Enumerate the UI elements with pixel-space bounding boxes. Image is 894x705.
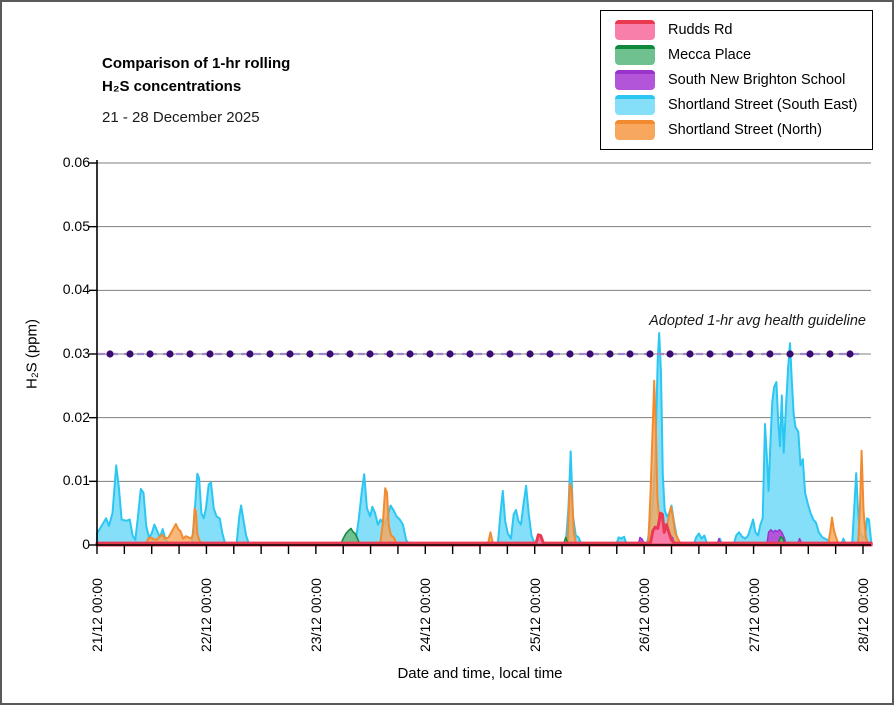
guideline-dot [106, 350, 114, 358]
x-tick-label: 25/12 00:00 [526, 578, 543, 652]
legend-label: Rudds Rd [668, 21, 733, 38]
guideline-dot [226, 350, 234, 358]
guideline-dot [326, 350, 334, 358]
guideline-dot [406, 350, 414, 358]
legend-label: South New Brighton School [668, 71, 846, 88]
legend-swatch [615, 19, 655, 40]
guideline-dot [366, 350, 374, 358]
guideline-dot [346, 350, 354, 358]
series-shortland-street-south-east- [96, 332, 873, 546]
guideline-dot [526, 350, 534, 358]
chart-subtitle: 21 - 28 December 2025 [102, 109, 260, 126]
guideline-dot [746, 350, 754, 358]
y-axis-label: H₂S (ppm) [23, 319, 41, 389]
guideline-dot [726, 350, 734, 358]
guideline-dot [566, 350, 574, 358]
legend-swatch [615, 94, 655, 115]
x-tick-label: 27/12 00:00 [745, 578, 762, 652]
guideline-dot [506, 350, 514, 358]
chart-title-line2: H₂S concentrations [102, 78, 242, 95]
guideline-dot [586, 350, 594, 358]
guideline-dot [766, 350, 774, 358]
legend-item: Shortland Street (South East) [601, 92, 872, 117]
legend-box: Rudds Rd Mecca Place South New Brighton Sc… [600, 10, 873, 150]
legend-swatch [615, 44, 655, 65]
chart-title-line1: Comparison of 1-hr rolling [102, 55, 291, 72]
legend-swatch [615, 69, 655, 90]
guideline-dot [126, 350, 134, 358]
legend-swatch [615, 119, 655, 140]
guideline-dot [826, 350, 834, 358]
y-tick-label: 0.02 [62, 408, 90, 425]
legend-swatch-line [615, 19, 655, 24]
guideline-dot [806, 350, 814, 358]
legend-label: Shortland Street (South East) [668, 96, 858, 113]
series-rudds-rd [95, 511, 873, 547]
guideline-dot [646, 350, 654, 358]
guideline-dot [286, 350, 294, 358]
guideline-dot [166, 350, 174, 358]
guideline-dot [706, 350, 714, 358]
series-shortland-street-north- [144, 379, 869, 546]
legend-label: Shortland Street (North) [668, 121, 822, 138]
x-tick-label: 23/12 00:00 [307, 578, 324, 652]
guideline-dot [426, 350, 434, 358]
guideline-dot [466, 350, 474, 358]
guideline-dot [206, 350, 214, 358]
guideline-dot [386, 350, 394, 358]
x-tick-label: 24/12 00:00 [417, 578, 434, 652]
y-tick-label: 0.04 [62, 281, 90, 298]
x-axis-title: Date and time, local time [397, 665, 563, 682]
legend-swatch-line [615, 44, 655, 49]
guideline-dot [606, 350, 614, 358]
guideline-dot [846, 350, 854, 358]
y-tick-label: 0.01 [62, 472, 90, 489]
guideline-annotation: Adopted 1-hr avg health guideline [649, 313, 866, 329]
legend-item: Shortland Street (North) [601, 117, 872, 142]
guideline-dot [546, 350, 554, 358]
y-tick-label: 0.06 [62, 154, 90, 170]
guideline-dot [786, 350, 794, 358]
legend-swatch-line [615, 69, 655, 74]
guideline-dot [446, 350, 454, 358]
x-tick-label: 22/12 00:00 [198, 578, 215, 652]
guideline-dot [486, 350, 494, 358]
legend-item: South New Brighton School [601, 67, 872, 92]
guideline-dot [246, 350, 254, 358]
legend-label: Mecca Place [668, 46, 752, 63]
guideline-dot [146, 350, 154, 358]
x-tick-label: 21/12 00:00 [89, 578, 105, 652]
guideline-dot [626, 350, 634, 358]
y-tick-label: 0.03 [62, 345, 90, 361]
chart-title: Comparison of 1-hr rolling H₂S concentra… [102, 52, 290, 98]
guideline-dot [666, 350, 674, 358]
legend-swatch-line [615, 119, 655, 124]
guideline-dot [686, 350, 694, 358]
legend-item: Rudds Rd [601, 17, 872, 42]
y-tick-label: 0.05 [62, 217, 90, 234]
x-tick-label: 26/12 00:00 [636, 578, 653, 652]
legend-item: Mecca Place [601, 42, 872, 67]
guideline-dot [186, 350, 194, 358]
guideline-dot [306, 350, 314, 358]
y-tick-label: 0 [82, 536, 90, 552]
x-tick-label: 28/12 00:00 [855, 578, 871, 652]
guideline-dot [266, 350, 274, 358]
legend-swatch-line [615, 94, 655, 99]
